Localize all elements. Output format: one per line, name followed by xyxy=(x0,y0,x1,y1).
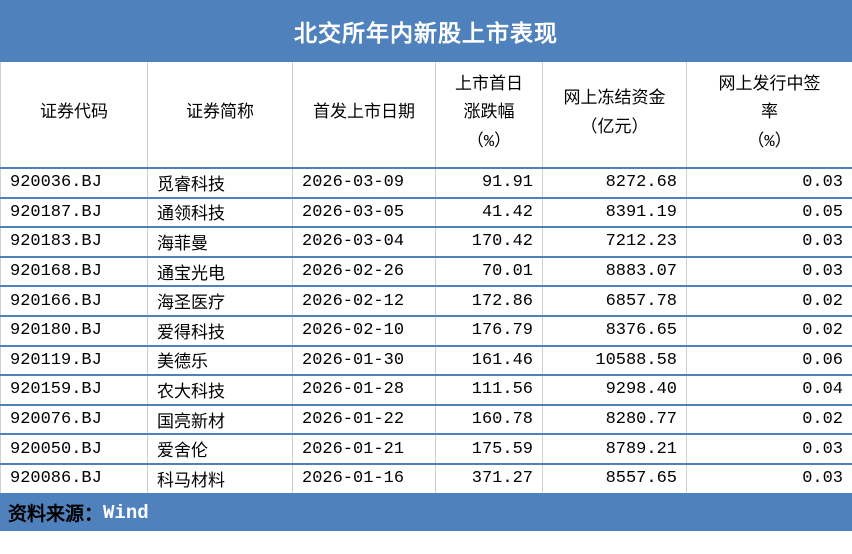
table-row: 920086.BJ 科马材料 2026-01-16 371.27 8557.65 0.03 xyxy=(0,463,852,495)
cell-listing-date: 2026-01-28 xyxy=(292,375,436,406)
cell-name: 海菲曼 xyxy=(147,227,293,258)
cell-first-day-change: 175.59 xyxy=(435,434,543,465)
cell-code: 920166.BJ xyxy=(0,286,148,317)
table-header-row: 证券代码 证券简称 首发上市日期 上市首日 涨跌幅 （%） 网上冻结资金 （亿元） 网上发… xyxy=(0,62,852,169)
cell-lottery-rate: 0.02 xyxy=(686,286,852,317)
cell-first-day-change: 161.46 xyxy=(435,345,543,377)
cell-listing-date: 2026-01-16 xyxy=(292,463,436,495)
cell-first-day-change: 176.79 xyxy=(435,315,543,347)
table-row: 920168.BJ 通宝光电 2026-02-26 70.01 8883.07 0.03 xyxy=(0,256,852,288)
cell-lottery-rate: 0.03 xyxy=(686,434,852,465)
cell-frozen-funds: 7212.23 xyxy=(542,227,687,258)
cell-code: 920168.BJ xyxy=(0,256,148,288)
cell-code: 920076.BJ xyxy=(0,404,148,436)
cell-lottery-rate: 0.06 xyxy=(686,345,852,377)
cell-lottery-rate: 0.03 xyxy=(686,256,852,288)
cell-code: 920119.BJ xyxy=(0,345,148,377)
table-row: 920166.BJ 海圣医疗 2026-02-12 172.86 6857.78 0.02 xyxy=(0,286,852,317)
table-row: 920187.BJ 通领科技 2026-03-05 41.42 8391.19 0.05 xyxy=(0,197,852,229)
cell-name: 农大科技 xyxy=(147,375,293,406)
cell-name: 海圣医疗 xyxy=(147,286,293,317)
cell-name: 通宝光电 xyxy=(147,256,293,288)
cell-lottery-rate: 0.05 xyxy=(686,197,852,229)
cell-frozen-funds: 6857.78 xyxy=(542,286,687,317)
cell-lottery-rate: 0.03 xyxy=(686,463,852,495)
cell-frozen-funds: 8280.77 xyxy=(542,404,687,436)
cell-first-day-change: 70.01 xyxy=(435,256,543,288)
cell-frozen-funds: 8391.19 xyxy=(542,197,687,229)
cell-listing-date: 2026-01-21 xyxy=(292,434,436,465)
source-bar: 资料来源： Wind xyxy=(0,494,852,531)
cell-name: 美德乐 xyxy=(147,345,293,377)
cell-frozen-funds: 8557.65 xyxy=(542,463,687,495)
cell-listing-date: 2026-02-26 xyxy=(292,256,436,288)
table-row: 920076.BJ 国亮新材 2026-01-22 160.78 8280.77 0.02 xyxy=(0,404,852,436)
cell-lottery-rate: 0.03 xyxy=(686,227,852,258)
cell-lottery-rate: 0.03 xyxy=(686,168,852,199)
source-value: Wind xyxy=(103,501,149,524)
cell-first-day-change: 172.86 xyxy=(435,286,543,317)
column-header-code: 证券代码 xyxy=(0,62,148,169)
cell-frozen-funds: 9298.40 xyxy=(542,375,687,406)
table-row: 920180.BJ 爱得科技 2026-02-10 176.79 8376.65 0.02 xyxy=(0,315,852,347)
cell-first-day-change: 371.27 xyxy=(435,463,543,495)
cell-first-day-change: 160.78 xyxy=(435,404,543,436)
page-title: 北交所年内新股上市表现 xyxy=(294,22,558,48)
cell-code: 920180.BJ xyxy=(0,315,148,347)
cell-name: 爱舍伦 xyxy=(147,434,293,465)
cell-first-day-change: 111.56 xyxy=(435,375,543,406)
table-body: 920036.BJ 觅睿科技 2026-03-09 91.91 8272.68 0.03 9… xyxy=(0,168,852,495)
cell-name: 科马材料 xyxy=(147,463,293,495)
cell-frozen-funds: 8376.65 xyxy=(542,315,687,347)
cell-name: 觅睿科技 xyxy=(147,168,293,199)
cell-name: 爱得科技 xyxy=(147,315,293,347)
column-header-first-day-change: 上市首日 涨跌幅 （%） xyxy=(435,62,543,169)
cell-listing-date: 2026-01-30 xyxy=(292,345,436,377)
cell-first-day-change: 41.42 xyxy=(435,197,543,229)
table-row: 920036.BJ 觅睿科技 2026-03-09 91.91 8272.68 0.03 xyxy=(0,168,852,199)
ipo-table: 证券代码 证券简称 首发上市日期 上市首日 涨跌幅 （%） 网上冻结资金 （亿元） 网上发… xyxy=(0,62,852,495)
cell-code: 920050.BJ xyxy=(0,434,148,465)
cell-first-day-change: 91.91 xyxy=(435,168,543,199)
column-header-frozen-funds: 网上冻结资金 （亿元） xyxy=(542,62,687,169)
cell-lottery-rate: 0.02 xyxy=(686,315,852,347)
table-row: 920119.BJ 美德乐 2026-01-30 161.46 10588.58 0.06 xyxy=(0,345,852,377)
cell-lottery-rate: 0.02 xyxy=(686,404,852,436)
cell-listing-date: 2026-03-05 xyxy=(292,197,436,229)
cell-first-day-change: 170.42 xyxy=(435,227,543,258)
cell-frozen-funds: 8789.21 xyxy=(542,434,687,465)
cell-listing-date: 2026-02-12 xyxy=(292,286,436,317)
cell-code: 920159.BJ xyxy=(0,375,148,406)
cell-listing-date: 2026-03-09 xyxy=(292,168,436,199)
cell-code: 920086.BJ xyxy=(0,463,148,495)
cell-code: 920187.BJ xyxy=(0,197,148,229)
column-header-listing-date: 首发上市日期 xyxy=(292,62,436,169)
cell-listing-date: 2026-03-04 xyxy=(292,227,436,258)
cell-code: 920036.BJ xyxy=(0,168,148,199)
column-header-name: 证券简称 xyxy=(147,62,293,169)
table-row: 920050.BJ 爱舍伦 2026-01-21 175.59 8789.21 0.03 xyxy=(0,434,852,465)
cell-name: 国亮新材 xyxy=(147,404,293,436)
cell-frozen-funds: 8883.07 xyxy=(542,256,687,288)
title-bar: 北交所年内新股上市表现 xyxy=(0,0,852,62)
table-row: 920183.BJ 海菲曼 2026-03-04 170.42 7212.23 0.03 xyxy=(0,227,852,258)
cell-name: 通领科技 xyxy=(147,197,293,229)
table-row: 920159.BJ 农大科技 2026-01-28 111.56 9298.40 0.04 xyxy=(0,375,852,406)
column-header-lottery-rate: 网上发行中签 率 （%） xyxy=(686,62,852,169)
source-label: 资料来源： xyxy=(8,504,104,527)
cell-frozen-funds: 10588.58 xyxy=(542,345,687,377)
cell-listing-date: 2026-01-22 xyxy=(292,404,436,436)
cell-listing-date: 2026-02-10 xyxy=(292,315,436,347)
cell-code: 920183.BJ xyxy=(0,227,148,258)
cell-lottery-rate: 0.04 xyxy=(686,375,852,406)
cell-frozen-funds: 8272.68 xyxy=(542,168,687,199)
